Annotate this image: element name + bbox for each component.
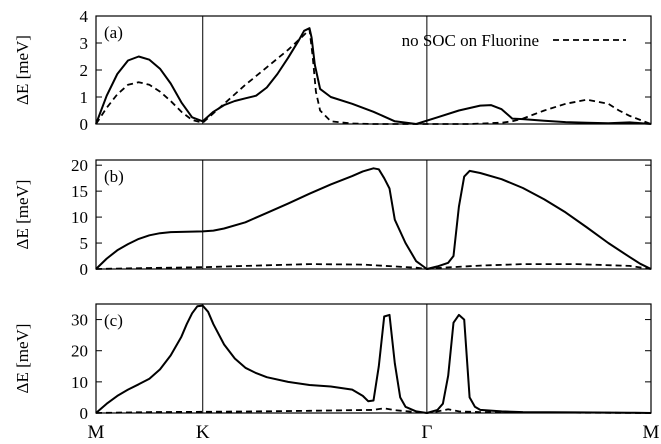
series-line-dashed <box>95 28 652 125</box>
series-line-dashed <box>95 263 652 270</box>
y-axis-label: ΔE [meV] <box>13 35 32 105</box>
y-tick-label: 0 <box>80 115 89 134</box>
y-tick-label: 4 <box>80 7 89 26</box>
y-tick-label: 0 <box>80 404 89 423</box>
y-tick-label: 10 <box>71 208 88 227</box>
plot-frame <box>95 159 652 270</box>
x-tick-label: K <box>196 422 210 443</box>
x-tick-label: Γ <box>421 422 432 443</box>
y-tick-label: 3 <box>80 34 89 53</box>
y-axis-label: ΔE [meV] <box>13 180 32 250</box>
plot-frame <box>95 15 652 125</box>
series-line-dashed <box>95 407 652 414</box>
y-tick-label: 20 <box>71 342 88 361</box>
panel-label: (b) <box>104 167 124 186</box>
panel-label: (a) <box>104 23 123 42</box>
y-tick-label: 0 <box>80 260 89 279</box>
y-tick-label: 10 <box>71 373 88 392</box>
series-line-solid <box>95 304 652 414</box>
y-tick-label: 20 <box>71 156 88 175</box>
series-line-solid <box>95 167 652 270</box>
y-tick-label: 5 <box>80 234 89 253</box>
x-tick-label: M <box>88 422 105 443</box>
chart-panel-1: 0 1 2 3 4 ΔE [meV] (a) no SOC on Fluorine <box>13 7 652 134</box>
legend-label: no SOC on Fluorine <box>402 31 539 50</box>
chart-panel-2: 0 5 10 15 20 ΔE [meV] (b) <box>13 156 652 279</box>
y-tick-label: 15 <box>71 182 88 201</box>
y-axis-label: ΔE [meV] <box>13 324 32 394</box>
panel-label: (c) <box>104 311 123 330</box>
x-tick-label: M <box>643 422 660 443</box>
y-tick-label: 30 <box>71 311 88 330</box>
chart-panel-3: 0 10 20 30 ΔE [meV] (c) M K Γ M <box>13 303 660 443</box>
y-tick-label: 1 <box>80 88 89 107</box>
y-tick-label: 2 <box>80 61 89 80</box>
series-line-solid <box>95 27 652 125</box>
plot-frame <box>95 303 652 414</box>
